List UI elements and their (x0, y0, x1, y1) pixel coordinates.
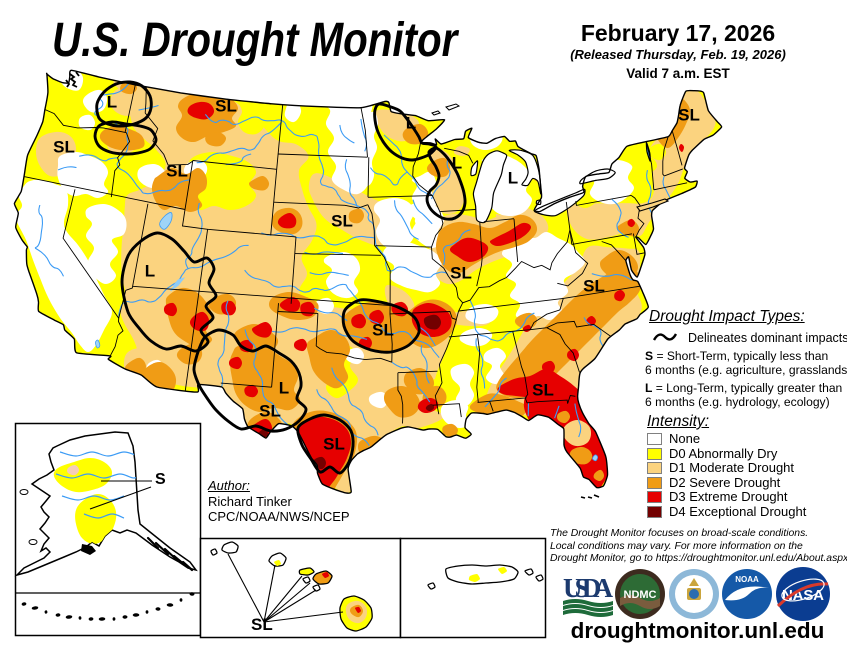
svg-text:SL: SL (372, 320, 394, 339)
svg-text:S: S (155, 471, 166, 488)
svg-text:SL: SL (215, 96, 237, 115)
svg-text:SL: SL (323, 434, 345, 453)
svg-text:L: L (145, 261, 155, 280)
svg-text:SL: SL (166, 161, 188, 180)
svg-text:USDA: USDA (563, 573, 614, 603)
svg-text:SL: SL (678, 105, 700, 124)
svg-text:SL: SL (583, 276, 605, 295)
svg-text:NASA: NASA (782, 587, 824, 604)
svg-text:SL: SL (53, 137, 75, 156)
svg-text:L: L (508, 168, 518, 187)
svg-text:NDMC: NDMC (624, 589, 657, 601)
svg-text:NOAA: NOAA (735, 575, 759, 584)
svg-text:SL: SL (259, 401, 281, 420)
svg-text:SL: SL (532, 380, 554, 399)
svg-text:L: L (452, 153, 462, 172)
svg-text:SL: SL (331, 211, 353, 230)
svg-text:L: L (279, 378, 289, 397)
svg-text:L: L (406, 113, 416, 132)
svg-text:SL: SL (450, 263, 472, 282)
svg-text:L: L (107, 92, 117, 111)
